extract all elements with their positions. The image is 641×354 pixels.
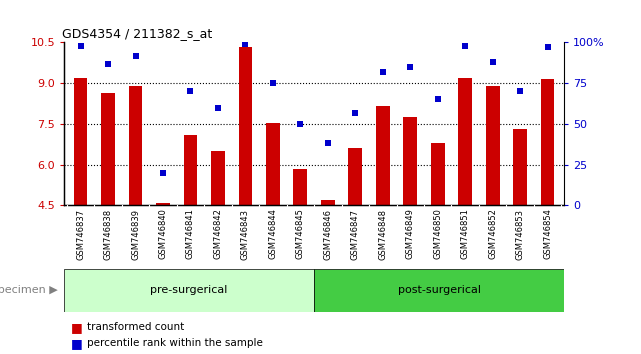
- Text: GSM746842: GSM746842: [213, 209, 222, 259]
- Text: ■: ■: [71, 337, 82, 350]
- Bar: [458, 78, 472, 205]
- Bar: [541, 79, 554, 205]
- Bar: [376, 106, 390, 205]
- Bar: [513, 129, 527, 205]
- Text: GSM746839: GSM746839: [131, 209, 140, 259]
- Bar: [64, 269, 314, 312]
- Text: GSM746849: GSM746849: [406, 209, 415, 259]
- Point: [296, 121, 306, 127]
- Text: GSM746841: GSM746841: [186, 209, 195, 259]
- Point: [350, 110, 360, 115]
- Bar: [314, 269, 564, 312]
- Text: GSM746852: GSM746852: [488, 209, 497, 259]
- Point: [76, 43, 86, 48]
- Bar: [321, 200, 335, 205]
- Text: pre-surgerical: pre-surgerical: [151, 285, 228, 295]
- Point: [542, 45, 553, 50]
- Point: [460, 43, 470, 48]
- Text: GSM746845: GSM746845: [296, 209, 305, 259]
- Point: [378, 69, 388, 75]
- Point: [405, 64, 415, 70]
- Text: GSM746843: GSM746843: [241, 209, 250, 259]
- Text: transformed count: transformed count: [87, 322, 184, 332]
- Point: [433, 97, 443, 102]
- Point: [488, 59, 498, 65]
- Text: GSM746838: GSM746838: [104, 209, 113, 259]
- Point: [185, 88, 196, 94]
- Point: [158, 170, 168, 176]
- Text: specimen ▶: specimen ▶: [0, 285, 58, 295]
- Text: GSM746837: GSM746837: [76, 209, 85, 259]
- Bar: [349, 148, 362, 205]
- Point: [240, 41, 251, 47]
- Text: GSM746840: GSM746840: [158, 209, 167, 259]
- Bar: [486, 86, 499, 205]
- Bar: [294, 169, 307, 205]
- Point: [103, 61, 113, 67]
- Text: percentile rank within the sample: percentile rank within the sample: [87, 338, 262, 348]
- Text: GSM746847: GSM746847: [351, 209, 360, 259]
- Text: GSM746846: GSM746846: [323, 209, 332, 259]
- Text: GSM746851: GSM746851: [461, 209, 470, 259]
- Point: [213, 105, 223, 110]
- Bar: [183, 135, 197, 205]
- Bar: [156, 202, 170, 205]
- Point: [130, 53, 140, 58]
- Text: GDS4354 / 211382_s_at: GDS4354 / 211382_s_at: [62, 27, 212, 40]
- Text: GSM746844: GSM746844: [269, 209, 278, 259]
- Text: GSM746850: GSM746850: [433, 209, 442, 259]
- Bar: [431, 143, 445, 205]
- Bar: [266, 122, 279, 205]
- Bar: [211, 151, 225, 205]
- Bar: [403, 117, 417, 205]
- Text: ■: ■: [71, 321, 82, 334]
- Bar: [129, 86, 142, 205]
- Text: GSM746854: GSM746854: [543, 209, 552, 259]
- Bar: [74, 78, 87, 205]
- Text: GSM746848: GSM746848: [378, 209, 387, 259]
- Text: GSM746853: GSM746853: [515, 209, 524, 259]
- Point: [322, 141, 333, 146]
- Text: post-surgerical: post-surgerical: [397, 285, 481, 295]
- Bar: [238, 47, 253, 205]
- Bar: [101, 93, 115, 205]
- Point: [515, 88, 525, 94]
- Point: [268, 80, 278, 86]
